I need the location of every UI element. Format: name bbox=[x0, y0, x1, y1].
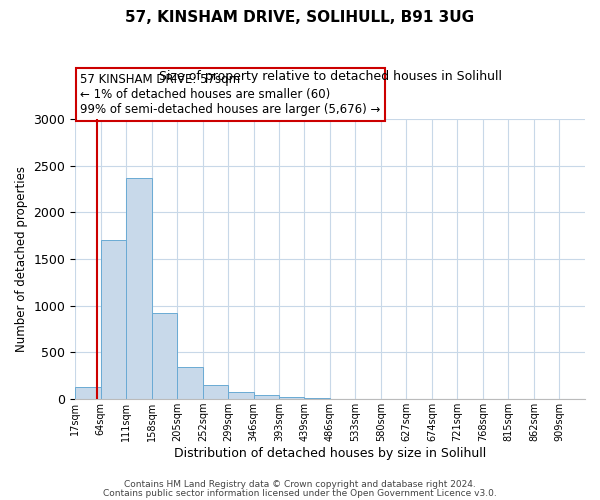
Bar bbox=[126, 178, 152, 399]
Bar bbox=[177, 368, 203, 399]
Bar bbox=[254, 396, 280, 399]
Text: 57, KINSHAM DRIVE, SOLIHULL, B91 3UG: 57, KINSHAM DRIVE, SOLIHULL, B91 3UG bbox=[125, 10, 475, 25]
Bar bbox=[101, 240, 126, 399]
Bar bbox=[152, 313, 177, 399]
Text: 57 KINSHAM DRIVE: 57sqm
← 1% of detached houses are smaller (60)
99% of semi-det: 57 KINSHAM DRIVE: 57sqm ← 1% of detached… bbox=[80, 73, 380, 116]
Bar bbox=[75, 388, 101, 399]
Bar bbox=[304, 398, 330, 399]
Bar bbox=[203, 384, 228, 399]
Bar bbox=[280, 397, 304, 399]
X-axis label: Distribution of detached houses by size in Solihull: Distribution of detached houses by size … bbox=[174, 447, 486, 460]
Y-axis label: Number of detached properties: Number of detached properties bbox=[15, 166, 28, 352]
Text: Contains HM Land Registry data © Crown copyright and database right 2024.: Contains HM Land Registry data © Crown c… bbox=[124, 480, 476, 489]
Text: Contains public sector information licensed under the Open Government Licence v3: Contains public sector information licen… bbox=[103, 490, 497, 498]
Title: Size of property relative to detached houses in Solihull: Size of property relative to detached ho… bbox=[158, 70, 502, 83]
Bar bbox=[228, 392, 254, 399]
